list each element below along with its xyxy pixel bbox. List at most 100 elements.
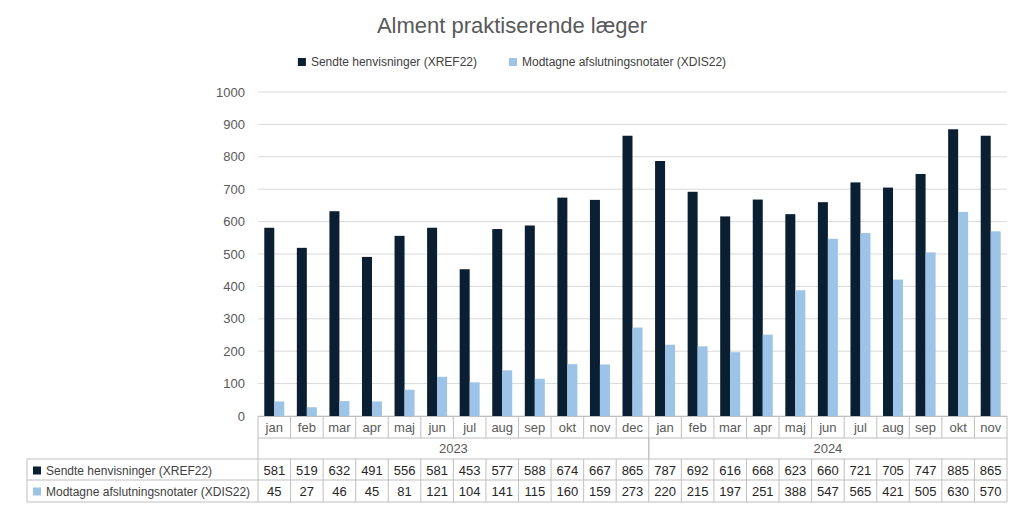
table-value: 565 (850, 484, 872, 499)
table-swatch (33, 467, 41, 475)
table-line (779, 459, 780, 502)
table-value: 220 (654, 484, 676, 499)
bar (557, 198, 567, 416)
y-tick-label: 200 (223, 344, 245, 359)
table-line (485, 459, 486, 502)
table-value: 787 (654, 463, 676, 478)
y-tick-label: 500 (223, 247, 245, 262)
table-value: 692 (687, 463, 709, 478)
group-label: 2024 (813, 441, 842, 456)
legend-swatch (509, 58, 517, 66)
y-tick-label: 0 (238, 409, 245, 424)
category-divider (518, 416, 519, 438)
table-value: 45 (365, 484, 379, 499)
x-tick-label: mar (328, 420, 351, 435)
category-divider (258, 416, 259, 438)
x-tick-label: mar (719, 420, 742, 435)
bar (274, 401, 284, 416)
table-value: 556 (394, 463, 416, 478)
y-tick-label: 700 (223, 182, 245, 197)
table-value: 491 (361, 463, 383, 478)
bar (665, 345, 675, 416)
table-value: 581 (263, 463, 285, 478)
table-value: 160 (557, 484, 579, 499)
table-line (876, 459, 877, 502)
bar (470, 382, 480, 416)
x-tick-label: aug (491, 420, 513, 435)
table-line (1007, 459, 1008, 502)
table-value: 197 (719, 484, 741, 499)
table-swatch (33, 488, 41, 496)
x-tick-label: jul (462, 420, 476, 435)
category-divider (355, 416, 356, 438)
bar (981, 136, 991, 416)
table-line (518, 459, 519, 502)
bar (698, 346, 708, 416)
bar (850, 182, 860, 416)
table-line (941, 459, 942, 502)
table-value: 630 (947, 484, 969, 499)
category-divider (746, 416, 747, 438)
table-value: 885 (947, 463, 969, 478)
x-tick-label: nov (980, 420, 1001, 435)
table-value: 115 (524, 484, 545, 499)
bar (688, 192, 698, 416)
table-line (551, 459, 552, 502)
category-divider (713, 416, 714, 438)
table-value: 581 (426, 463, 448, 478)
table-line (258, 459, 259, 502)
table-value: 747 (915, 463, 937, 478)
table-value: 46 (332, 484, 346, 499)
table-value: 81 (397, 484, 411, 499)
bar (372, 401, 382, 416)
table-value: 668 (752, 463, 774, 478)
table-value: 27 (300, 484, 314, 499)
bar (795, 290, 805, 416)
category-divider (648, 416, 649, 438)
category-divider (974, 416, 975, 438)
bar (307, 407, 317, 416)
x-tick-label: sep (915, 420, 936, 435)
table-line (290, 459, 291, 502)
table-line (323, 459, 324, 502)
table-line (453, 459, 454, 502)
table-value: 577 (491, 463, 513, 478)
bar (763, 335, 773, 416)
table-value: 104 (459, 484, 481, 499)
grid-line (258, 124, 1007, 125)
bar (893, 280, 903, 416)
table-line (648, 459, 649, 502)
table-line (27, 459, 28, 502)
legend: Sendte henvisninger (XREF22)Modtagne afs… (298, 55, 726, 69)
x-tick-label: jul (853, 420, 867, 435)
table-line (27, 459, 1007, 460)
bar (590, 200, 600, 416)
y-tick-label: 100 (223, 376, 245, 391)
category-divider (1007, 416, 1008, 438)
category-divider (583, 416, 584, 438)
table-value: 705 (882, 463, 904, 478)
table-line (811, 459, 812, 502)
table-row-label: Modtagne afslutningsnotater (XDIS22) (46, 485, 250, 499)
y-tick-label: 600 (223, 214, 245, 229)
category-divider (420, 416, 421, 438)
bars (264, 129, 1000, 416)
y-tick-label: 1000 (216, 85, 245, 100)
table-value: 623 (784, 463, 806, 478)
x-tick-label: jan (655, 420, 673, 435)
table-value: 721 (850, 463, 872, 478)
bar (633, 328, 643, 416)
y-tick-label: 900 (223, 117, 245, 132)
bar (395, 236, 405, 416)
table-line (583, 459, 584, 502)
bar (600, 364, 610, 416)
x-tick-label: jun (818, 420, 836, 435)
legend-swatch (298, 58, 306, 66)
bar (567, 364, 577, 416)
bar (753, 200, 763, 416)
category-divider (941, 416, 942, 438)
bar (948, 129, 958, 416)
x-tick-label: okt (949, 420, 967, 435)
x-tick-label: maj (394, 420, 415, 435)
bar (720, 216, 730, 416)
